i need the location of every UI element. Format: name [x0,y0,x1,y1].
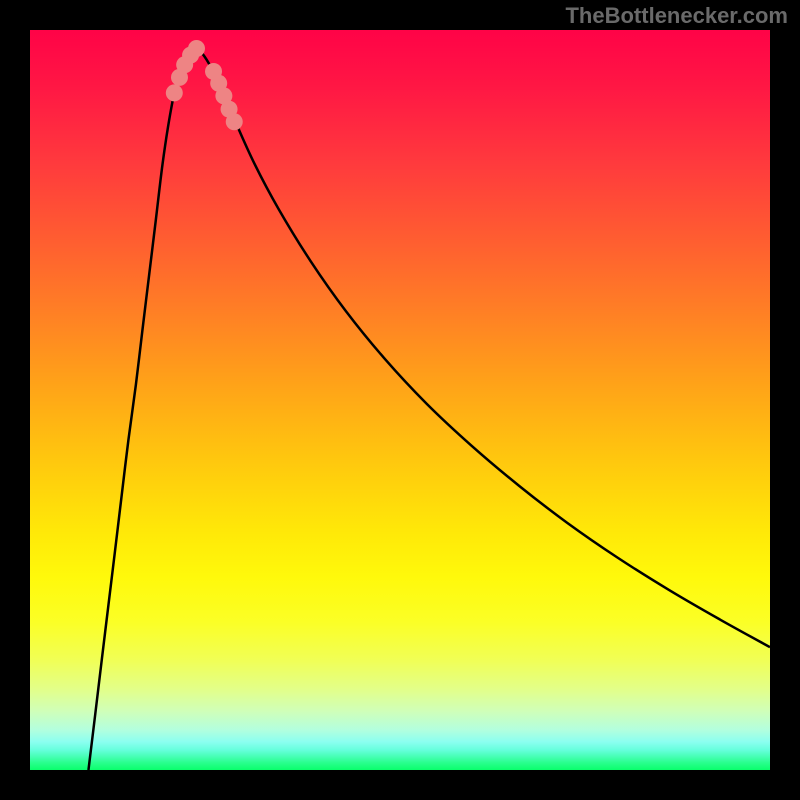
curve-layer [30,30,770,770]
chart-container: TheBottlenecker.com [0,0,800,800]
marker-dot [188,40,205,57]
bottleneck-curve-right [196,49,770,648]
bottleneck-curve-left [88,49,195,771]
watermark-text: TheBottlenecker.com [565,3,788,29]
marker-dot [166,84,183,101]
plot-area [30,30,770,770]
marker-group [166,40,243,130]
marker-dot [226,113,243,130]
